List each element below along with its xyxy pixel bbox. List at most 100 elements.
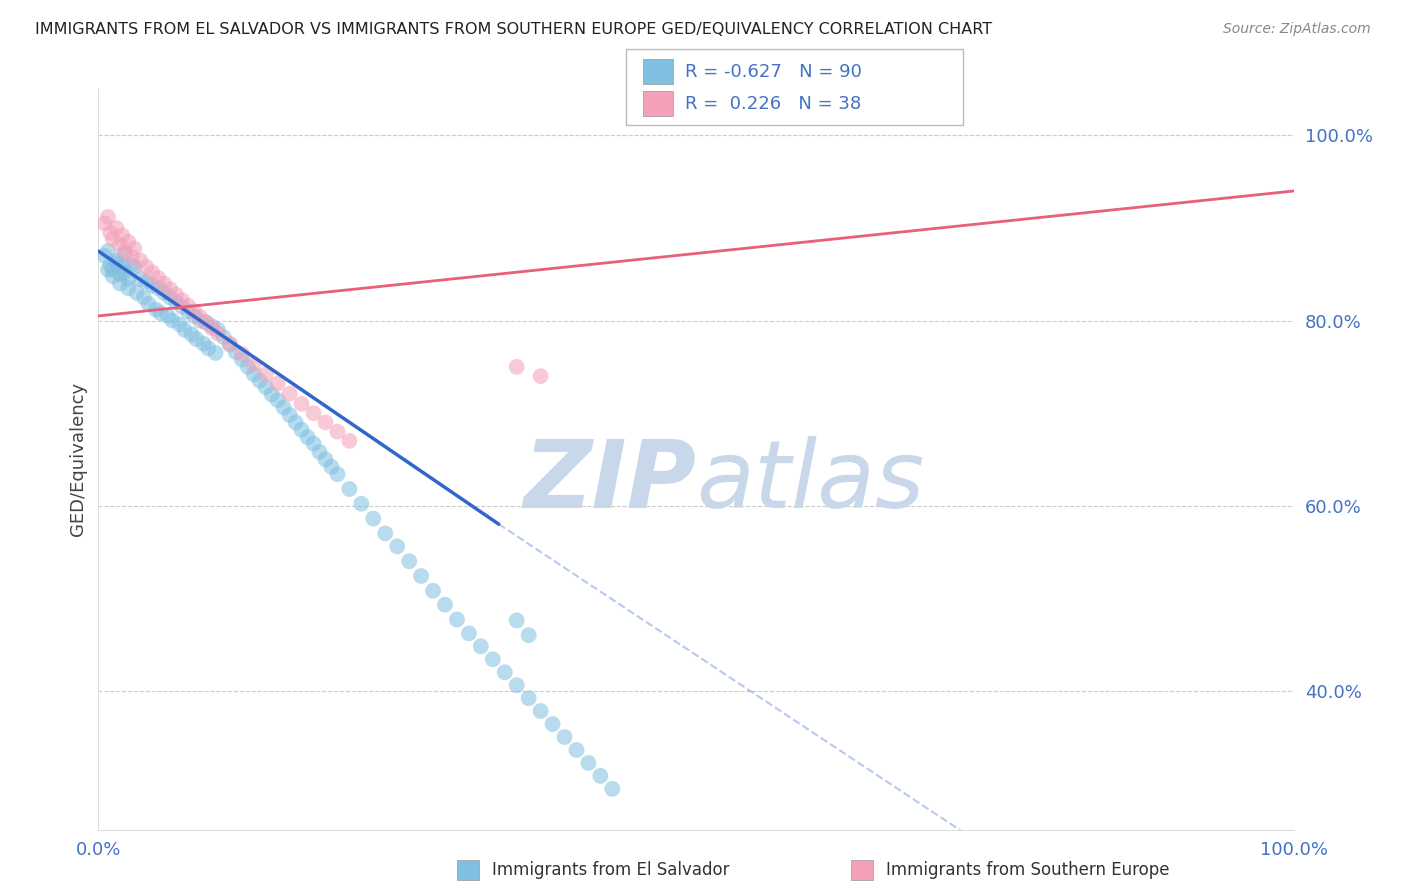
Point xyxy=(162,313,184,327)
Point xyxy=(291,423,314,437)
Point xyxy=(204,346,226,360)
Point xyxy=(97,210,120,224)
Point xyxy=(98,258,122,272)
Point xyxy=(121,250,143,264)
Point xyxy=(302,436,325,450)
Text: Immigrants from El Salvador: Immigrants from El Salvador xyxy=(492,861,730,879)
Point xyxy=(243,357,266,371)
Point xyxy=(207,326,229,341)
Point xyxy=(172,300,194,314)
Point xyxy=(385,540,409,554)
Y-axis label: GED/Equivalency: GED/Equivalency xyxy=(69,383,87,536)
Point xyxy=(172,293,194,308)
Point xyxy=(108,277,131,291)
Point xyxy=(231,347,253,361)
Point xyxy=(273,401,295,415)
Point xyxy=(225,345,247,359)
Point xyxy=(117,272,139,286)
Point xyxy=(339,434,361,448)
Point xyxy=(302,406,325,420)
Point xyxy=(470,640,492,654)
Point xyxy=(177,304,200,318)
Point xyxy=(141,265,163,279)
Point xyxy=(278,408,301,422)
Point xyxy=(291,397,314,411)
Point xyxy=(374,526,396,541)
Point xyxy=(254,380,277,394)
Point xyxy=(422,583,444,598)
Point xyxy=(177,299,200,313)
Point xyxy=(267,376,290,391)
Point xyxy=(481,652,505,666)
Point xyxy=(108,237,131,252)
Point xyxy=(132,290,155,304)
Point xyxy=(278,386,301,401)
Point xyxy=(589,769,612,783)
Point xyxy=(284,416,307,430)
Point xyxy=(97,262,120,277)
Point xyxy=(321,459,343,474)
Text: IMMIGRANTS FROM EL SALVADOR VS IMMIGRANTS FROM SOUTHERN EUROPE GED/EQUIVALENCY C: IMMIGRANTS FROM EL SALVADOR VS IMMIGRANT… xyxy=(35,22,993,37)
Point xyxy=(197,342,219,356)
Point xyxy=(173,323,195,337)
Point xyxy=(506,614,529,628)
Point xyxy=(145,302,167,317)
Point xyxy=(129,253,152,268)
Point xyxy=(530,369,553,384)
Point xyxy=(506,678,529,692)
Point xyxy=(565,743,588,757)
Point xyxy=(125,285,148,300)
Point xyxy=(153,277,176,291)
Point xyxy=(326,425,349,439)
Point xyxy=(153,285,176,300)
Point xyxy=(350,497,373,511)
Point xyxy=(93,216,115,230)
Point xyxy=(530,704,553,718)
Point xyxy=(446,612,468,626)
Text: Immigrants from Southern Europe: Immigrants from Southern Europe xyxy=(886,861,1170,879)
Point xyxy=(148,271,170,285)
Point xyxy=(124,241,146,255)
Point xyxy=(308,445,330,459)
Point xyxy=(159,290,181,304)
Point xyxy=(156,309,179,323)
Point xyxy=(434,598,457,612)
Text: ZIP: ZIP xyxy=(523,435,696,527)
Point xyxy=(111,228,134,243)
Point xyxy=(114,247,136,261)
Point xyxy=(578,756,600,770)
Point xyxy=(105,256,128,270)
Point xyxy=(159,282,181,296)
Point xyxy=(141,278,163,293)
Point xyxy=(231,352,253,367)
Point xyxy=(114,244,136,259)
Point xyxy=(602,781,624,796)
Point xyxy=(186,332,208,346)
Point xyxy=(297,430,319,444)
Point xyxy=(506,359,529,374)
Point xyxy=(554,730,576,744)
Point xyxy=(98,226,122,240)
Point xyxy=(148,281,170,295)
Point xyxy=(183,309,205,323)
Point xyxy=(249,374,271,388)
Point xyxy=(517,691,540,706)
Point xyxy=(117,281,139,295)
Point xyxy=(517,628,540,642)
Point xyxy=(243,368,266,382)
Point xyxy=(315,416,337,430)
Point xyxy=(195,315,218,329)
Point xyxy=(165,287,187,301)
Point xyxy=(138,297,160,311)
Point xyxy=(363,511,385,525)
Point xyxy=(135,275,157,289)
Point xyxy=(315,452,337,467)
Point xyxy=(219,337,242,351)
Point xyxy=(195,315,218,329)
Point xyxy=(236,359,259,374)
Text: R =  0.226   N = 38: R = 0.226 N = 38 xyxy=(685,95,860,112)
Point xyxy=(326,467,349,482)
Point xyxy=(165,295,187,310)
Point xyxy=(121,258,143,272)
Text: R = -0.627   N = 90: R = -0.627 N = 90 xyxy=(685,62,862,81)
